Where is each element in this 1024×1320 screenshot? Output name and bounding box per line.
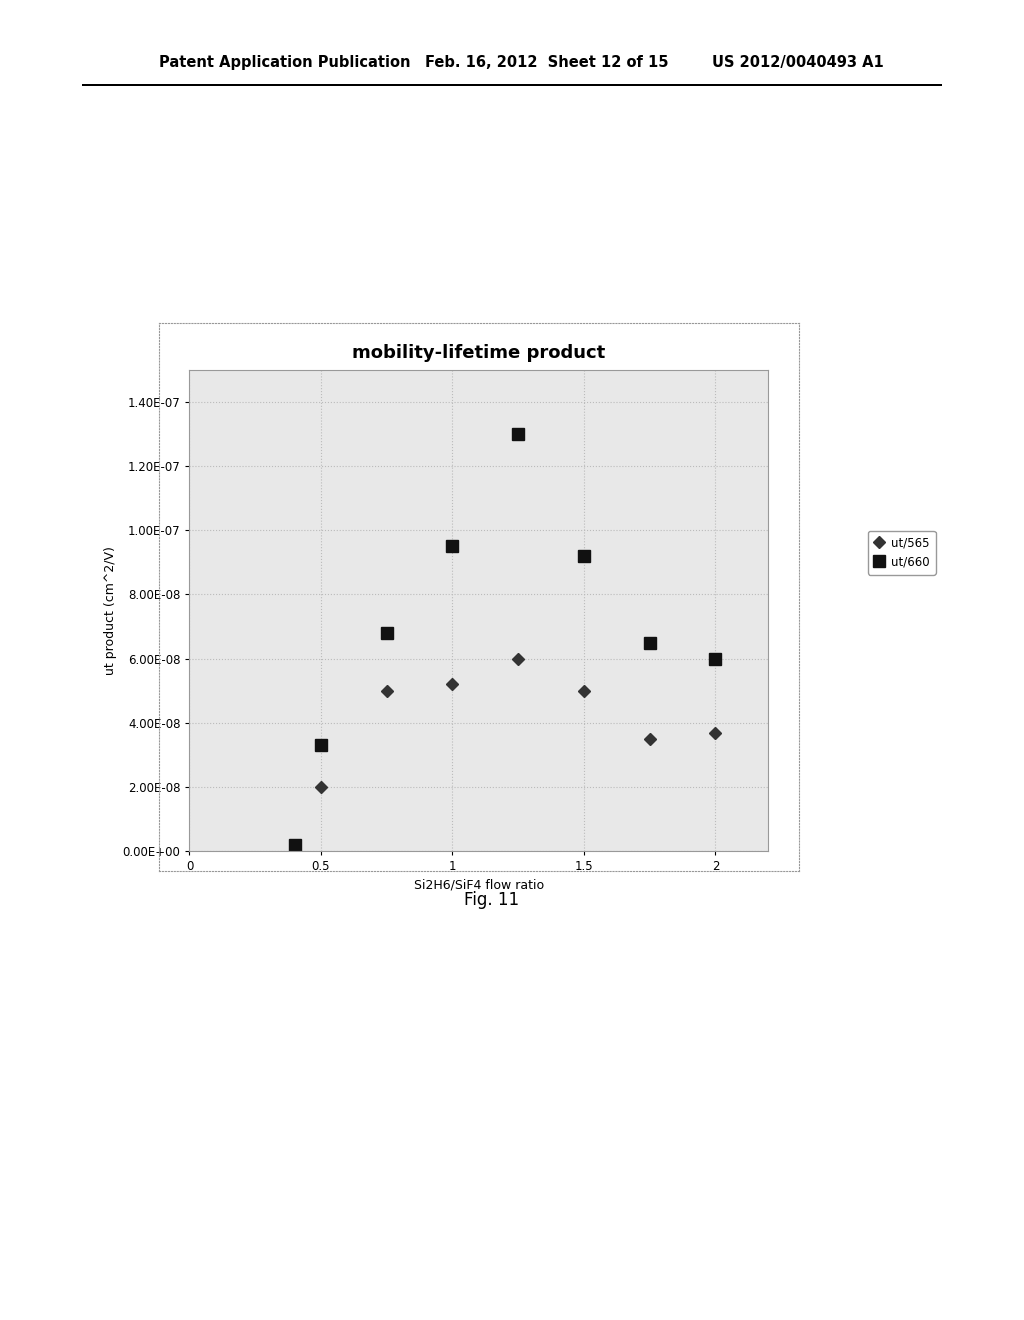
Text: Fig. 11: Fig. 11: [464, 891, 519, 909]
Y-axis label: ut product (cm^2/V): ut product (cm^2/V): [104, 546, 117, 675]
Line: ut/660: ut/660: [289, 428, 721, 850]
ut/565: [710, 725, 722, 741]
Text: US 2012/0040493 A1: US 2012/0040493 A1: [712, 55, 884, 70]
ut/660: [289, 837, 301, 853]
ut/565: [314, 779, 327, 795]
ut/565: [289, 837, 301, 853]
Line: ut/565: ut/565: [291, 655, 720, 849]
ut/660: [446, 539, 459, 554]
ut/660: [710, 651, 722, 667]
ut/660: [381, 626, 393, 642]
ut/660: [512, 426, 524, 442]
Text: Feb. 16, 2012  Sheet 12 of 15: Feb. 16, 2012 Sheet 12 of 15: [425, 55, 669, 70]
ut/660: [314, 738, 327, 754]
Legend: ut/565, ut/660: ut/565, ut/660: [867, 531, 936, 574]
ut/565: [381, 682, 393, 698]
ut/660: [578, 548, 590, 564]
ut/565: [643, 731, 655, 747]
Title: mobility-lifetime product: mobility-lifetime product: [352, 345, 605, 363]
Text: Patent Application Publication: Patent Application Publication: [159, 55, 411, 70]
ut/565: [578, 682, 590, 698]
ut/565: [512, 651, 524, 667]
X-axis label: Si2H6/SiF4 flow ratio: Si2H6/SiF4 flow ratio: [414, 879, 544, 892]
ut/660: [643, 635, 655, 651]
ut/565: [446, 676, 459, 692]
